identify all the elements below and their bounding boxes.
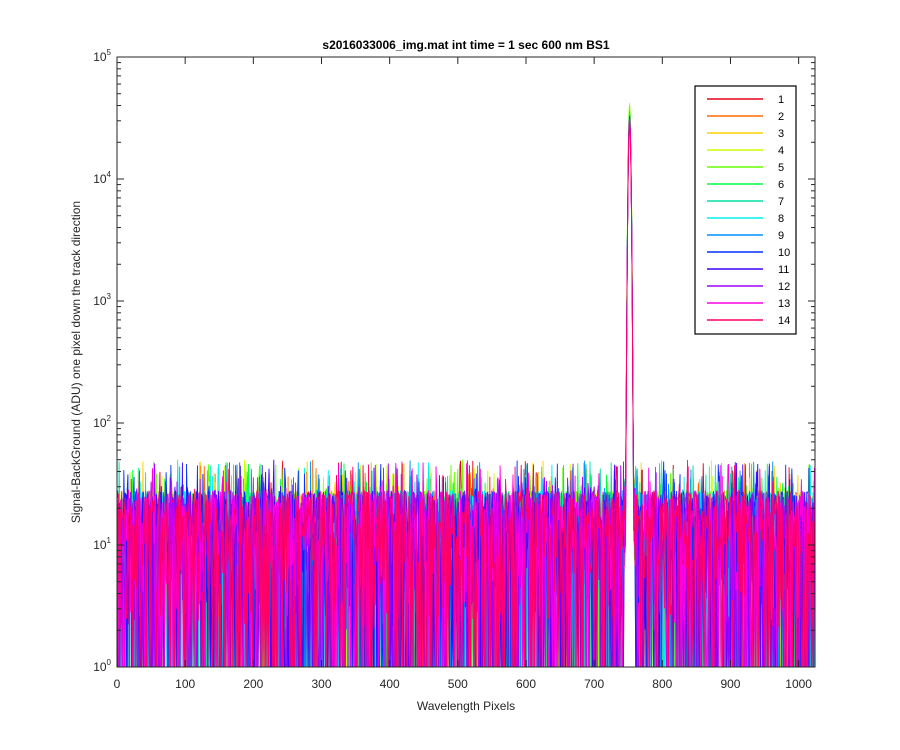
legend-label: 13 (778, 298, 790, 310)
x-tick-label: 100 (175, 677, 195, 691)
legend-label: 6 (778, 179, 784, 191)
legend-box (694, 85, 797, 335)
legend-label: 1 (778, 94, 784, 106)
legend-label: 14 (778, 315, 790, 327)
legend-label: 2 (778, 111, 784, 123)
x-tick-label: 900 (720, 677, 740, 691)
y-tick-label: 105 (93, 48, 111, 64)
legend-label: 3 (778, 128, 784, 140)
chart-title: s2016033006_img.mat int time = 1 sec 600… (322, 38, 609, 52)
x-tick-label: 1000 (785, 677, 812, 691)
legend-label: 11 (778, 264, 789, 276)
x-tick-label: 0 (114, 677, 121, 691)
y-axis-label: Signal-BackGround (ADU) one pixel down t… (69, 201, 83, 523)
x-axis-label: Wavelength Pixels (417, 699, 515, 713)
legend-label: 10 (778, 247, 790, 259)
x-tick-label: 200 (243, 677, 263, 691)
x-tick-label: 300 (311, 677, 331, 691)
x-tick-label: 800 (652, 677, 672, 691)
x-tick-label: 500 (448, 677, 468, 691)
legend-label: 4 (778, 145, 784, 157)
x-tick-label: 700 (584, 677, 604, 691)
y-tick-label: 100 (93, 658, 111, 674)
series-line-14 (117, 122, 815, 667)
series-layer (117, 102, 815, 667)
x-tick-label: 600 (516, 677, 536, 691)
legend-label: 9 (778, 230, 784, 242)
legend-label: 12 (778, 281, 790, 293)
x-tick-label: 400 (380, 677, 400, 691)
legend-label: 8 (778, 213, 784, 225)
x-axis: 0 100 200 300 400 500 600 700 800 900 1000 (114, 57, 812, 691)
y-tick-label: 102 (93, 414, 111, 430)
y-tick-label: 104 (93, 170, 111, 186)
plot-area-frame (116, 56, 816, 668)
legend-label: 5 (778, 162, 784, 174)
y-tick-label: 103 (93, 292, 111, 308)
legend-label: 7 (778, 196, 784, 208)
y-tick-label: 101 (93, 536, 111, 552)
